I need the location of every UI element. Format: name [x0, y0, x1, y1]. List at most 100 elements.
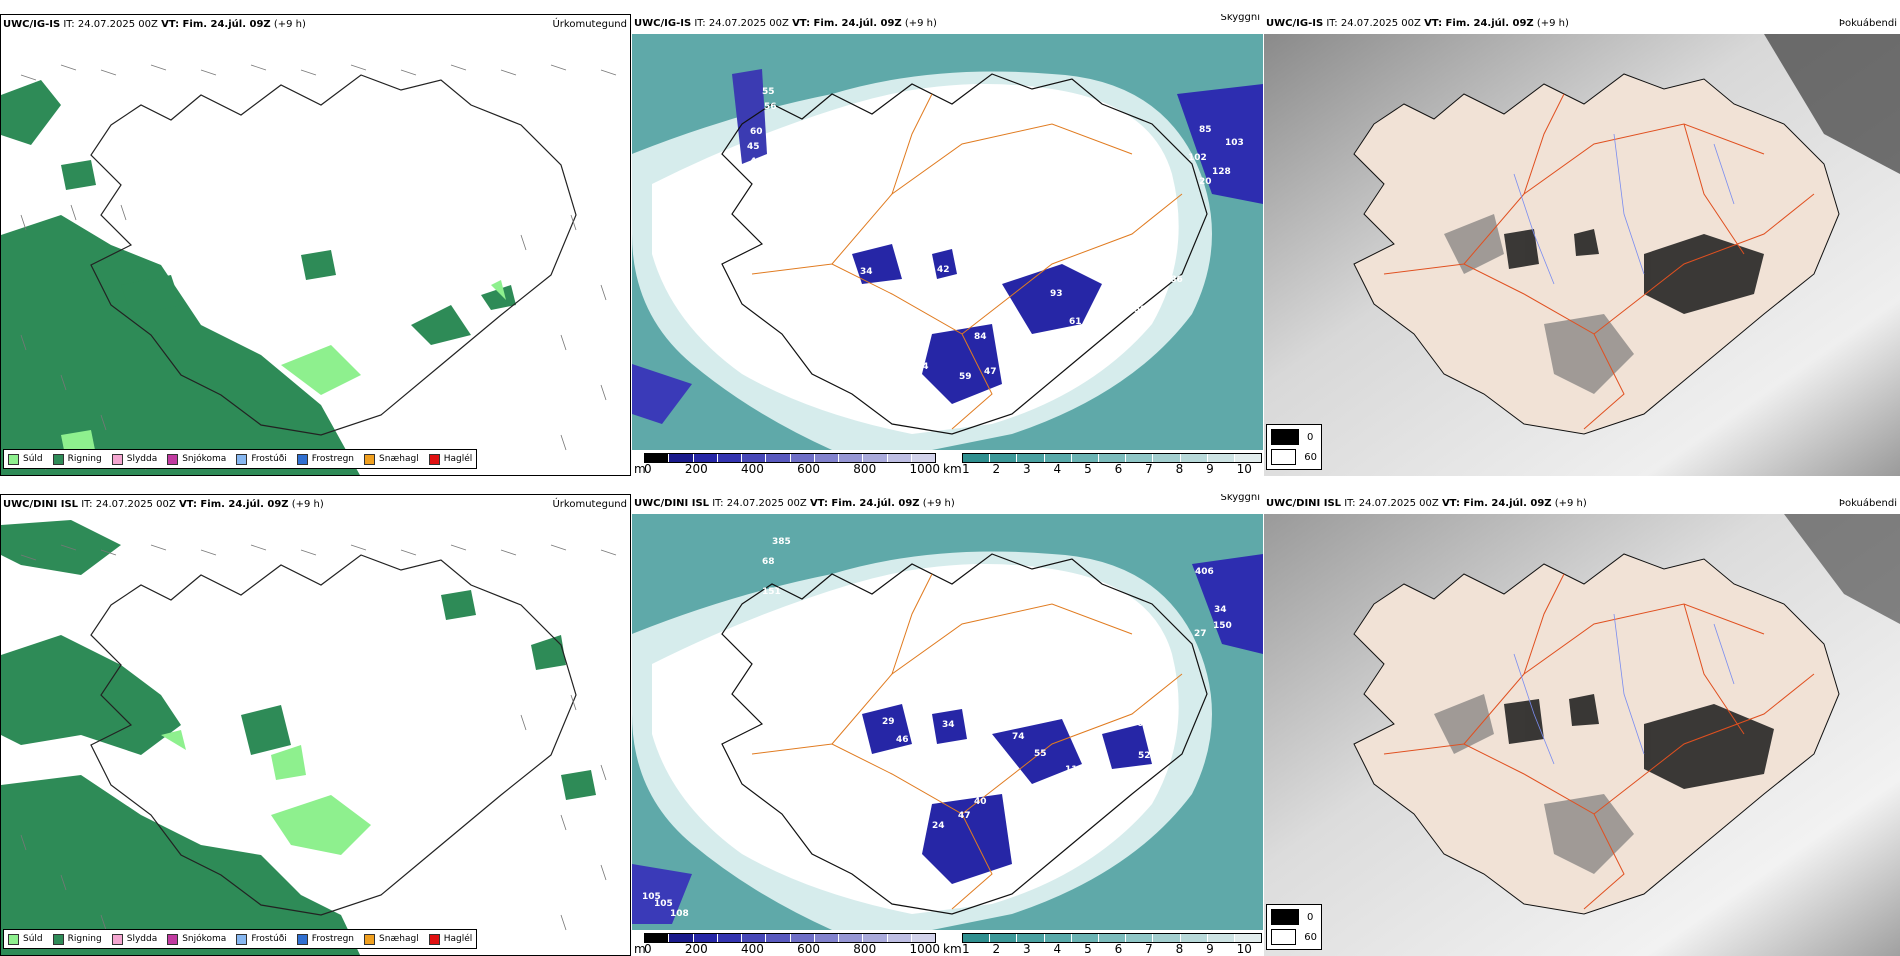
iceland-coastline [90, 554, 577, 916]
svg-text:57: 57 [912, 799, 925, 809]
legend-item: Súld [8, 933, 43, 945]
legend-item: Frostúði [236, 453, 287, 465]
svg-text:77: 77 [894, 761, 907, 771]
svg-text:45: 45 [747, 142, 760, 152]
svg-text:105: 105 [642, 892, 661, 902]
svg-text:55: 55 [1034, 749, 1047, 759]
svg-text:72: 72 [1011, 319, 1024, 329]
svg-text:43: 43 [915, 412, 928, 422]
visibility-unit: km [943, 942, 962, 956]
legend-item: 60 [1267, 445, 1321, 465]
svg-text:55: 55 [822, 787, 835, 797]
svg-text:42: 42 [937, 265, 950, 275]
svg-text:60: 60 [1137, 719, 1150, 729]
svg-text:58: 58 [846, 342, 859, 352]
svg-text:69: 69 [825, 762, 838, 772]
cloud-base-unit: m [634, 942, 646, 956]
panel-parameter-name: Úrkomutegund [552, 19, 627, 30]
visibility-ticks: 1 2 3 4 5 6 7 8 9 10 [962, 462, 1252, 476]
precip-type-panel-dini: UWC/DINI ISL IT: 24.07.2025 00Z VT: Fim.… [0, 494, 631, 956]
svg-text:24: 24 [932, 821, 945, 831]
visibility-ticks: 1 2 3 4 5 6 7 8 9 10 [962, 942, 1252, 956]
svg-text:56: 56 [806, 772, 819, 782]
legend-item: 60 [1267, 925, 1321, 945]
svg-text:986: 986 [1164, 275, 1183, 285]
svg-text:85: 85 [1199, 125, 1212, 135]
panel-parameter-name: Úrkomutegund [552, 499, 627, 510]
iceland-coastline [721, 553, 1208, 915]
legend-item: Frostregn [296, 453, 354, 465]
svg-text:84: 84 [974, 332, 987, 342]
iceland-coastline [90, 74, 577, 436]
cloud-base-unit: m [634, 462, 646, 476]
dew-point-panel-igis: UWC/IG-IS IT: 24.07.2025 00Z VT: Fim. 24… [1264, 14, 1900, 476]
svg-text:29: 29 [702, 707, 715, 717]
svg-text:112: 112 [1065, 765, 1084, 775]
svg-text:385: 385 [772, 537, 791, 547]
svg-text:34: 34 [1214, 605, 1227, 615]
svg-text:34: 34 [860, 267, 873, 277]
svg-text:44: 44 [750, 157, 763, 167]
panel-title: UWC/DINI ISL IT: 24.07.2025 00Z VT: Fim.… [3, 499, 324, 510]
legend-item: Snæhagl [364, 453, 419, 465]
legend-item: Snæhagl [364, 933, 419, 945]
svg-text:59: 59 [1134, 305, 1147, 315]
svg-text:108: 108 [670, 909, 689, 919]
dew-point-legend: 0 60 [1266, 904, 1322, 950]
svg-text:55: 55 [892, 280, 905, 290]
cloud-base-visibility-panel-dini: UWC/DINI ISL IT: 24.07.2025 00Z VT: Fim.… [632, 494, 1263, 956]
panel-parameter-name: Þokuábendi [1838, 18, 1897, 29]
svg-text:27: 27 [1194, 629, 1207, 639]
visibility-colorbar [962, 933, 1262, 943]
svg-text:102: 102 [1188, 153, 1207, 163]
cloud-base-colorbar [644, 933, 936, 943]
cloud-base-colorbar [644, 453, 936, 463]
legend-item: Súld [8, 453, 43, 465]
svg-text:44: 44 [1089, 312, 1102, 322]
svg-text:55: 55 [762, 87, 775, 97]
panel-parameter-name: Skyggni [1220, 494, 1260, 503]
svg-text:150: 150 [1213, 621, 1232, 631]
svg-text:52: 52 [1138, 751, 1151, 761]
svg-text:35: 35 [702, 257, 715, 267]
svg-text:93: 93 [998, 332, 1011, 342]
precip-type-legend: Súld Rigning Slydda Snjókoma Frostúði Fr… [3, 929, 478, 949]
svg-text:84: 84 [858, 743, 871, 753]
svg-text:68: 68 [762, 557, 775, 567]
svg-text:151: 151 [762, 587, 781, 597]
cloud-base-labels: 55 56 60 45 44 40 35 34 42 55 46 63 58 1… [702, 87, 1244, 422]
svg-text:20: 20 [1199, 177, 1212, 187]
legend-item: Haglél [428, 453, 472, 465]
svg-text:34: 34 [942, 720, 955, 730]
dew-point-panel-dini: UWC/DINI ISL IT: 24.07.2025 00Z VT: Fim.… [1264, 494, 1900, 956]
precip-type-legend: Súld Rigning Slydda Snjókoma Frostúði Fr… [3, 449, 478, 469]
panel-title: UWC/DINI ISL IT: 24.07.2025 00Z VT: Fim.… [1266, 498, 1587, 509]
visibility-colorbar [962, 453, 1262, 463]
legend-item: Rigning [52, 453, 102, 465]
panel-title: UWC/IG-IS IT: 24.07.2025 00Z VT: Fim. 24… [634, 18, 937, 29]
panel-parameter-name: Skyggni [1220, 14, 1260, 23]
svg-text:40: 40 [974, 797, 987, 807]
cloud-base-map: 385 68 151 29 29 34 46 84 69 77 56 55 51… [632, 514, 1263, 930]
svg-text:128: 128 [1212, 167, 1231, 177]
legend-item: Rigning [52, 933, 102, 945]
precip-map [1, 35, 630, 475]
visibility-unit: km [943, 462, 962, 476]
svg-text:93: 93 [1050, 289, 1063, 299]
svg-text:47: 47 [958, 811, 971, 821]
svg-text:51: 51 [802, 797, 815, 807]
iceland-coastline [721, 73, 1208, 435]
svg-text:103: 103 [1225, 138, 1244, 148]
legend-item: Frostúði [236, 933, 287, 945]
scale-bars: m 0 200 400 600 800 1000 km 1 2 3 4 5 6 7 8 9 10 [632, 450, 1263, 476]
precip-type-panel-igis: UWC/IG-IS IT: 24.07.2025 00Z VT: Fim. 24… [0, 14, 631, 476]
precip-map [1, 515, 630, 955]
svg-text:65: 65 [792, 367, 805, 377]
dew-point-map [1264, 514, 1900, 956]
panel-title: UWC/IG-IS IT: 24.07.2025 00Z VT: Fim. 24… [1266, 18, 1569, 29]
legend-item: Slydda [111, 933, 157, 945]
panel-title: UWC/DINI ISL IT: 24.07.2025 00Z VT: Fim.… [634, 498, 955, 509]
legend-item: 0 [1267, 425, 1321, 445]
panel-title: UWC/IG-IS IT: 24.07.2025 00Z VT: Fim. 24… [3, 19, 306, 30]
legend-item: Haglél [428, 933, 472, 945]
